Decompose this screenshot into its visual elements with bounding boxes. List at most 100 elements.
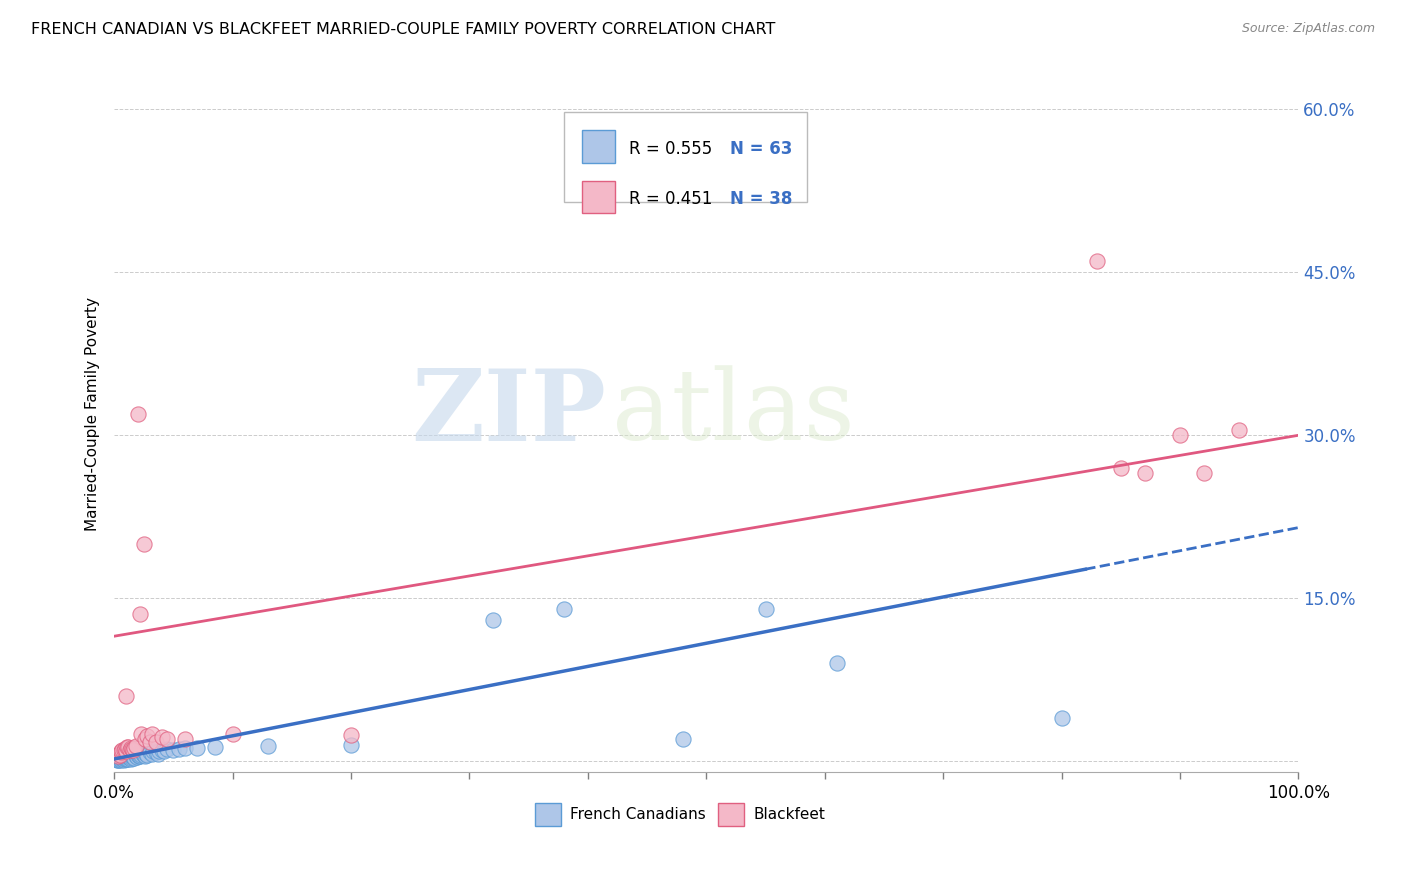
Point	[107, 751, 129, 765]
Point	[115, 749, 138, 764]
Point	[156, 732, 179, 747]
Point	[141, 747, 163, 761]
Point	[124, 741, 146, 756]
Point	[114, 752, 136, 766]
Point	[115, 751, 138, 765]
Point	[114, 751, 136, 765]
Point	[108, 753, 131, 767]
Text: French Canadians: French Canadians	[571, 806, 706, 822]
Point	[129, 747, 152, 761]
Point	[156, 742, 179, 756]
Text: R = 0.451: R = 0.451	[630, 190, 723, 208]
Point	[186, 741, 208, 756]
Point	[145, 746, 167, 760]
Point	[111, 751, 134, 765]
Point	[112, 753, 135, 767]
Point	[1085, 254, 1108, 268]
Point	[115, 744, 138, 758]
Point	[108, 752, 131, 766]
FancyBboxPatch shape	[534, 803, 561, 826]
Point	[132, 747, 155, 762]
Point	[129, 607, 152, 622]
Point	[257, 739, 280, 753]
Point	[117, 739, 139, 754]
Point	[340, 728, 363, 742]
Point	[131, 727, 153, 741]
Point	[150, 730, 173, 744]
Point	[124, 751, 146, 765]
Point	[825, 657, 848, 671]
Point	[146, 747, 169, 761]
Point	[115, 739, 138, 754]
Text: R = 0.555: R = 0.555	[630, 140, 723, 158]
Point	[121, 748, 143, 763]
Point	[128, 748, 150, 763]
Point	[672, 732, 695, 747]
Point	[174, 741, 197, 756]
Point	[162, 743, 184, 757]
Point	[107, 753, 129, 767]
Point	[108, 751, 131, 765]
Point	[108, 747, 131, 761]
Point	[1133, 467, 1156, 481]
Point	[132, 537, 155, 551]
Point	[121, 742, 143, 756]
Point	[115, 752, 138, 766]
Point	[108, 747, 131, 762]
Point	[108, 752, 131, 766]
Text: FRENCH CANADIAN VS BLACKFEET MARRIED-COUPLE FAMILY POVERTY CORRELATION CHART: FRENCH CANADIAN VS BLACKFEET MARRIED-COU…	[31, 22, 775, 37]
Point	[110, 746, 132, 760]
Point	[553, 602, 575, 616]
Point	[145, 734, 167, 748]
Point	[118, 751, 141, 765]
Point	[131, 747, 153, 762]
Point	[1192, 467, 1215, 481]
Point	[138, 734, 160, 748]
Point	[111, 743, 134, 757]
Text: N = 63: N = 63	[730, 140, 793, 158]
Point	[221, 727, 243, 741]
Point	[150, 743, 173, 757]
Point	[127, 747, 149, 762]
Point	[110, 753, 132, 767]
Point	[115, 752, 138, 766]
Point	[134, 732, 156, 747]
FancyBboxPatch shape	[718, 803, 744, 826]
Point	[125, 749, 148, 764]
Point	[129, 748, 152, 763]
Point	[141, 727, 163, 741]
Point	[115, 689, 138, 703]
Point	[138, 746, 160, 760]
Text: Source: ZipAtlas.com: Source: ZipAtlas.com	[1241, 22, 1375, 36]
FancyBboxPatch shape	[582, 130, 616, 162]
Point	[340, 738, 363, 752]
Point	[1109, 461, 1132, 475]
Point	[1227, 423, 1250, 437]
Point	[153, 744, 176, 758]
Text: ZIP: ZIP	[411, 365, 606, 462]
Point	[754, 602, 776, 616]
Text: N = 38: N = 38	[730, 190, 793, 208]
Point	[169, 742, 191, 756]
Point	[135, 747, 157, 761]
Point	[117, 752, 139, 766]
Point	[112, 743, 135, 757]
Point	[110, 744, 132, 758]
Point	[110, 752, 132, 766]
Y-axis label: Married-Couple Family Poverty: Married-Couple Family Poverty	[86, 296, 100, 531]
Point	[121, 751, 143, 765]
Point	[1168, 428, 1191, 442]
Point	[204, 739, 226, 754]
Point	[174, 732, 197, 747]
Point	[136, 747, 159, 762]
Point	[142, 744, 165, 758]
Point	[114, 742, 136, 756]
Point	[482, 613, 505, 627]
Point	[134, 748, 156, 763]
Point	[148, 744, 170, 758]
Point	[120, 741, 142, 756]
Point	[124, 739, 146, 753]
Point	[131, 747, 153, 761]
Text: Blackfeet: Blackfeet	[754, 806, 825, 822]
FancyBboxPatch shape	[564, 112, 807, 202]
